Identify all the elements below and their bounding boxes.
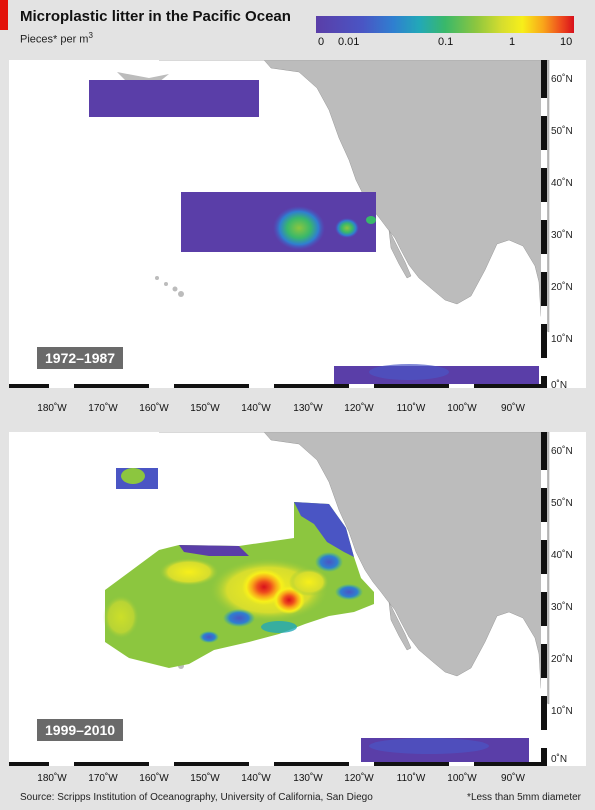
hawaii-islands	[155, 276, 184, 297]
lat-label-0: 0˚N	[551, 754, 568, 765]
lat-label-10: 10˚N	[551, 706, 573, 717]
lat-label-40: 40˚N	[551, 550, 573, 561]
lon-label-180: 180˚W	[37, 403, 67, 414]
lat-label-0: 0˚N	[551, 380, 568, 388]
legend-tick-0-01: 0.01	[338, 36, 360, 48]
baja-peninsula	[388, 601, 412, 651]
lat-label-30: 30˚N	[551, 602, 573, 613]
chart-title: Microplastic litter in the Pacific Ocean	[20, 8, 291, 25]
footnote: *Less than 5mm diameter	[467, 792, 581, 803]
north-america-land	[159, 60, 550, 333]
lon-label-110: 110˚W	[396, 403, 426, 414]
lon-label-160: 160˚W	[139, 773, 169, 784]
lat-label-50: 50˚N	[551, 498, 573, 509]
data-region-alaska	[89, 80, 259, 117]
north-america-land	[159, 432, 550, 705]
lon-label-130: 130˚W	[293, 773, 323, 784]
lon-axis-labels-1: 180˚W 170˚W 160˚W 150˚W 140˚W 130˚W 120˚…	[9, 400, 586, 420]
legend-tick-10: 10	[560, 36, 573, 48]
color-legend: 0 0.01 0.1 1 10	[316, 16, 574, 56]
source-note: Source: Scripps Institution of Oceanogra…	[20, 792, 373, 803]
chart-subtitle: Pieces* per m3	[20, 31, 93, 46]
lat-axis-1	[541, 60, 547, 388]
lat-label-20: 20˚N	[551, 654, 573, 665]
lon-label-180: 180˚W	[37, 773, 67, 784]
legend-color-bar	[316, 16, 574, 33]
period-label-1: 1972–1987	[37, 347, 124, 369]
lon-label-130: 130˚W	[293, 403, 323, 414]
lon-label-150: 150˚W	[190, 403, 220, 414]
lon-axis-2	[9, 762, 547, 766]
lon-label-170: 170˚W	[88, 773, 118, 784]
lon-label-150: 150˚W	[190, 773, 220, 784]
baja-peninsula	[388, 229, 412, 279]
lon-label-140: 140˚W	[241, 403, 271, 414]
subtitle-unit: Pieces* per m	[20, 33, 89, 46]
map-panel-1999-2010: 60˚N 50˚N 40˚N 30˚N 20˚N 10˚N 0˚N 1999–2…	[9, 432, 586, 766]
lon-axis-labels-2: 180˚W 170˚W 160˚W 150˚W 140˚W 130˚W 120˚…	[9, 770, 586, 790]
brand-red-tab	[0, 0, 8, 30]
lon-label-90: 90˚W	[501, 773, 525, 784]
lon-label-100: 100˚W	[447, 773, 477, 784]
lat-label-30: 30˚N	[551, 230, 573, 241]
lon-label-90: 90˚W	[501, 403, 525, 414]
lat-axis-2	[541, 432, 547, 766]
lon-label-160: 160˚W	[139, 403, 169, 414]
period-label-2: 1999–2010	[37, 719, 124, 741]
map-panel-1972-1987: 60˚N 50˚N 40˚N 30˚N 20˚N 10˚N 0˚N 1972–1…	[9, 60, 586, 388]
lat-label-60: 60˚N	[551, 74, 573, 85]
lon-label-140: 140˚W	[241, 773, 271, 784]
map-svg-1	[9, 60, 550, 388]
subtitle-exponent: 3	[88, 31, 93, 40]
lon-label-170: 170˚W	[88, 403, 118, 414]
lat-label-40: 40˚N	[551, 178, 573, 189]
lat-label-60: 60˚N	[551, 446, 573, 457]
lat-label-10: 10˚N	[551, 334, 573, 345]
lat-label-20: 20˚N	[551, 282, 573, 293]
legend-tick-1: 1	[509, 36, 516, 48]
lon-label-110: 110˚W	[396, 773, 426, 784]
legend-tick-0: 0	[318, 36, 325, 48]
lon-axis-1	[9, 384, 547, 388]
map-svg-2	[9, 432, 550, 766]
lon-label-100: 100˚W	[447, 403, 477, 414]
lon-label-120: 120˚W	[344, 773, 374, 784]
lat-label-50: 50˚N	[551, 126, 573, 137]
lon-label-120: 120˚W	[344, 403, 374, 414]
legend-tick-0-1: 0.1	[438, 36, 454, 48]
